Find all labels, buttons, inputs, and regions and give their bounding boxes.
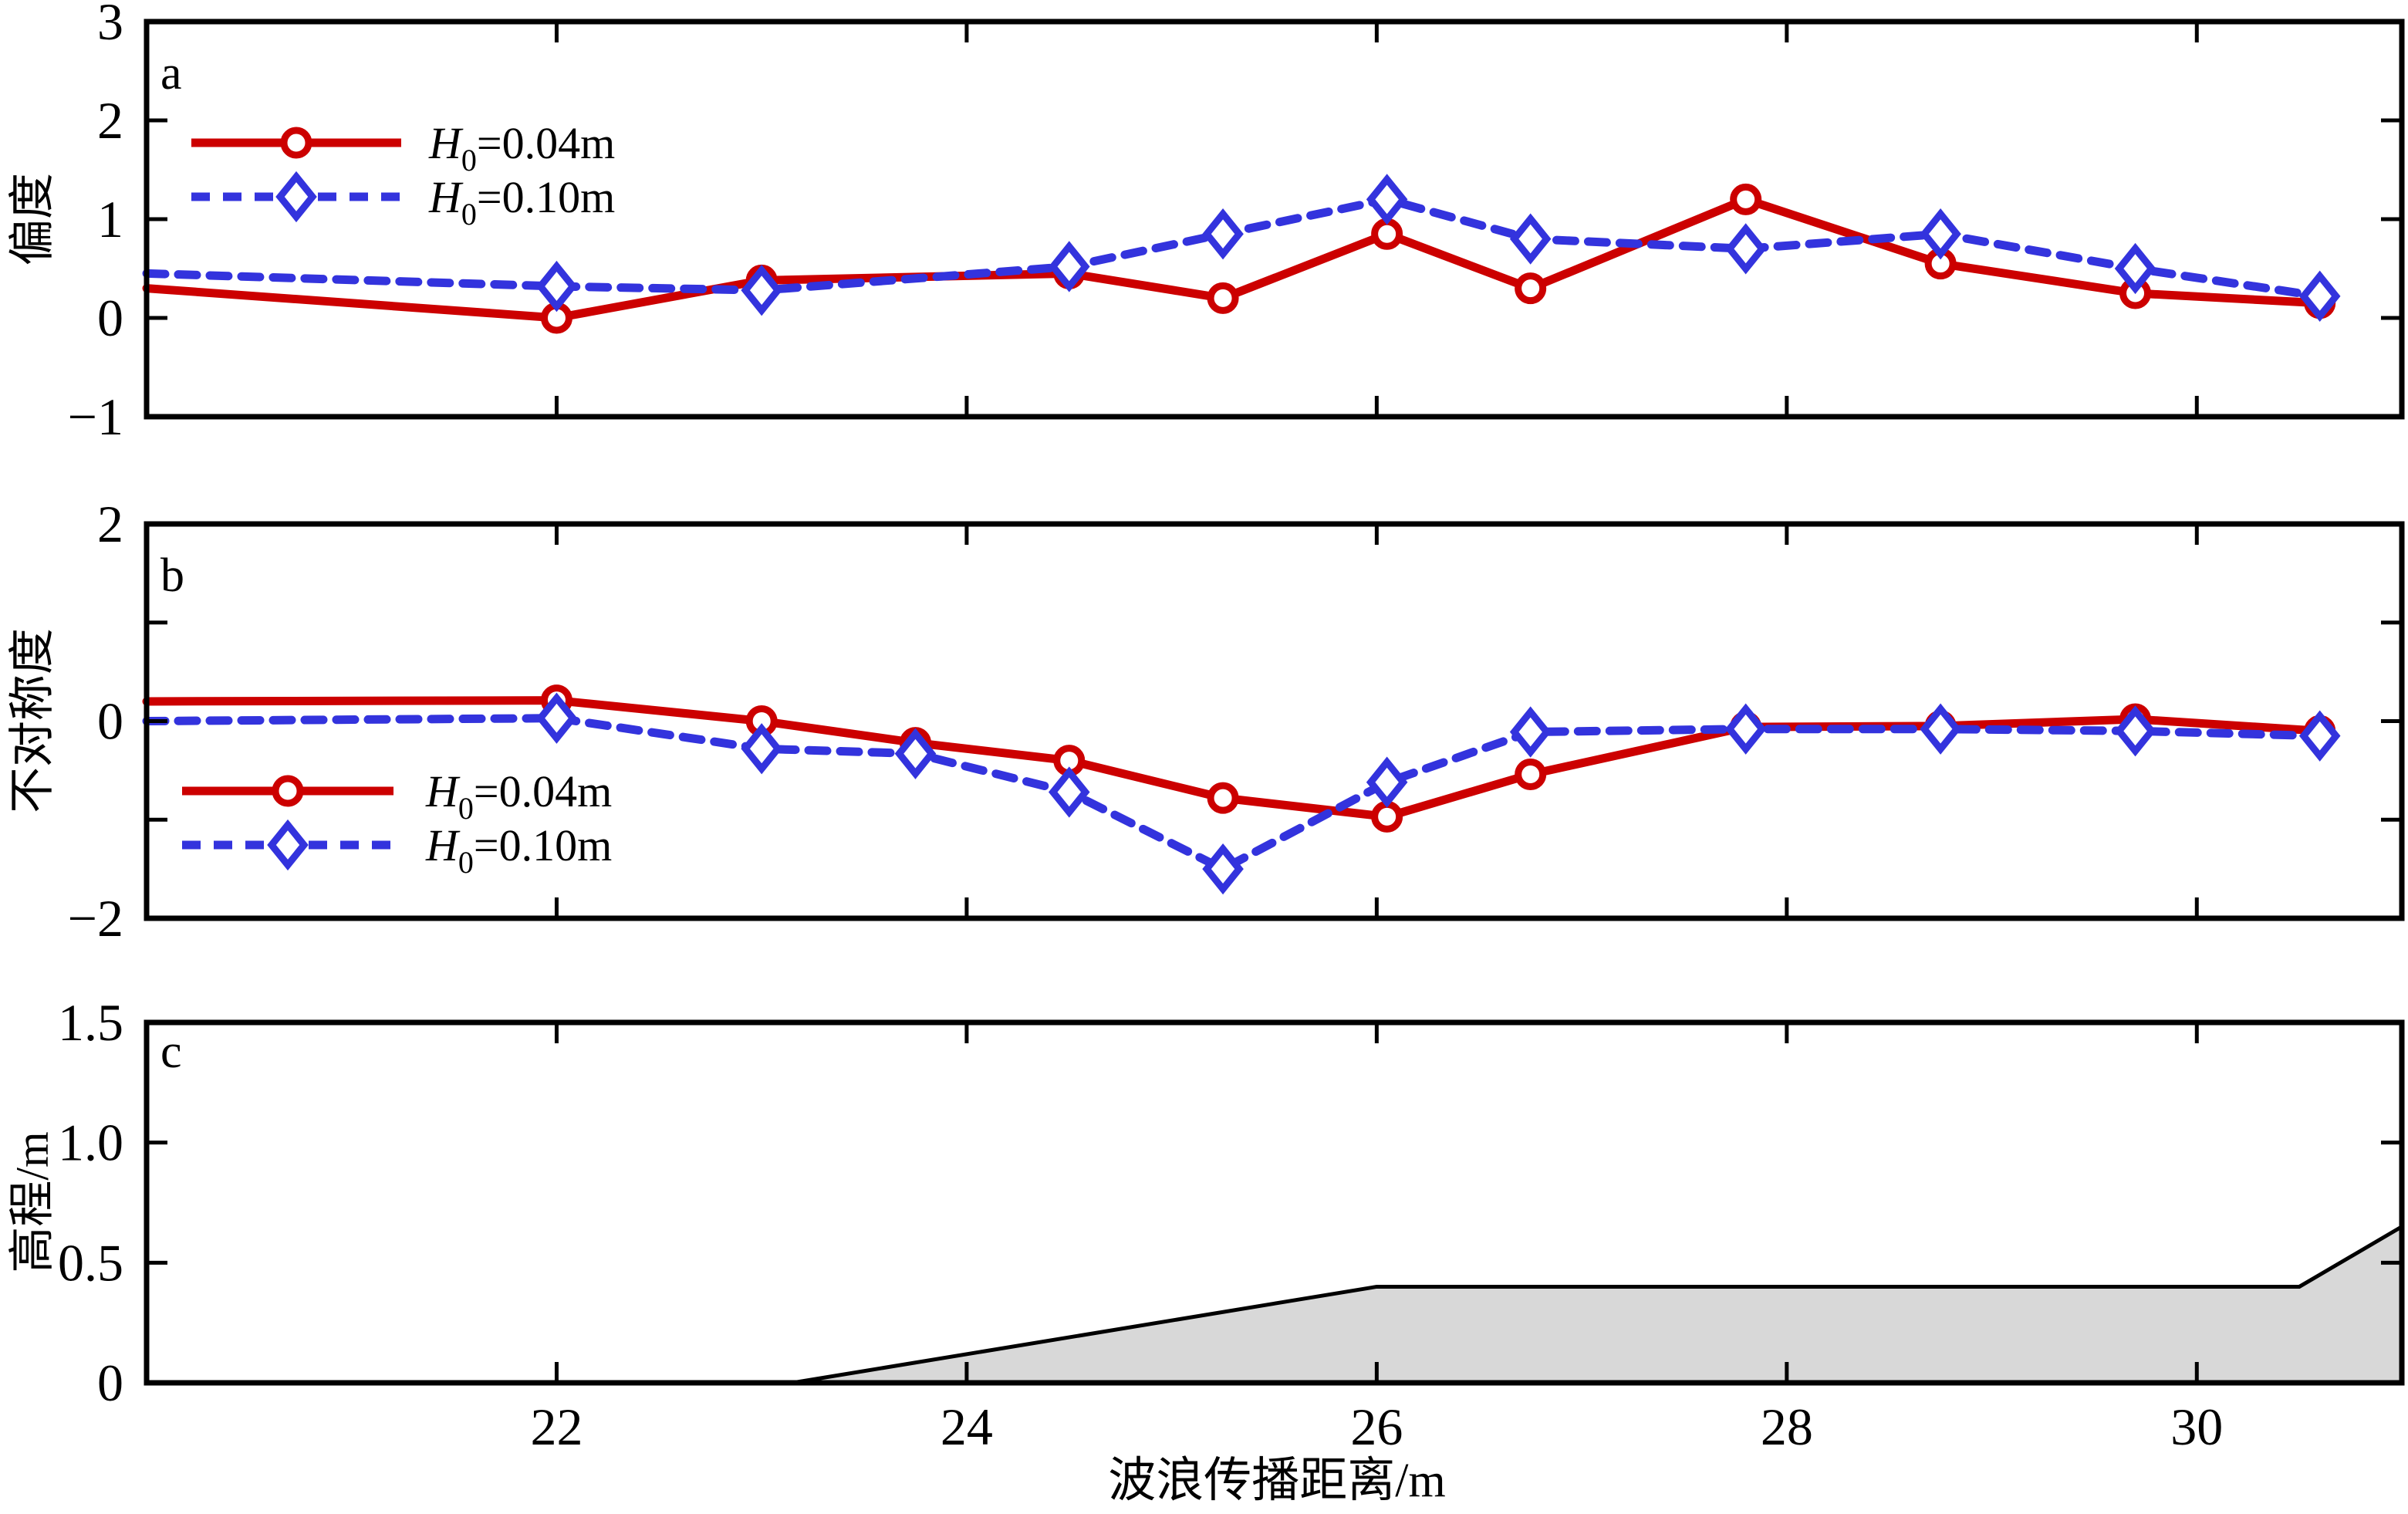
- y-tick-label: 1.5: [58, 993, 123, 1052]
- series-h010-marker: [535, 692, 578, 744]
- legend-marker-sample: [280, 127, 312, 159]
- series-h004-marker: [1371, 218, 1403, 250]
- series-h004-marker: [1371, 800, 1403, 833]
- series-h004-marker: [1515, 758, 1547, 790]
- y-tick-label: 0: [97, 1353, 123, 1412]
- series-h010-marker: [2114, 242, 2156, 295]
- y-tick-label: 0: [97, 692, 123, 751]
- legend-marker-sample: [272, 775, 304, 807]
- y-tick-label: 2: [97, 495, 123, 553]
- series-h004-marker: [1730, 183, 1762, 215]
- series-h010-line: [142, 714, 2325, 874]
- series-h004-marker: [1207, 282, 1239, 314]
- y-tick-label: 3: [97, 0, 123, 51]
- series-h010-marker: [741, 264, 782, 316]
- series-h004-marker: [1207, 782, 1239, 814]
- x-tick-label: 22: [530, 1397, 583, 1456]
- x-tick-label: 26: [1350, 1397, 1403, 1456]
- y-tick-label: −2: [68, 889, 123, 948]
- y-axis-label-skewness: 偏度: [7, 173, 58, 265]
- series-h010-marker: [1202, 843, 1244, 895]
- series-h010-marker: [2298, 710, 2341, 762]
- legend-label: H0=0.10m: [428, 172, 615, 231]
- y-tick-label: 0.5: [58, 1233, 123, 1292]
- panel-c-letter: c: [160, 1026, 182, 1078]
- series-h004-line: [142, 696, 2325, 821]
- series-h010-marker: [2114, 705, 2156, 757]
- x-tick-label: 24: [941, 1397, 993, 1456]
- series-h010-marker: [1920, 703, 1961, 755]
- series-h010-marker: [1048, 766, 1090, 818]
- series-h010-marker: [1366, 174, 1408, 225]
- series-h010-marker: [1724, 703, 1767, 755]
- y-tick-label: 1.0: [58, 1114, 123, 1172]
- series-h004-marker: [1515, 272, 1547, 305]
- y-axis-label-elevation: 高程/m: [7, 1131, 58, 1273]
- y-tick-label: 0: [97, 289, 123, 347]
- panel-c-frame: [144, 1019, 2405, 1386]
- x-tick-label: 28: [1761, 1397, 1813, 1456]
- series-h010-marker: [1509, 213, 1552, 265]
- legend-marker-sample: [275, 171, 317, 223]
- legend-label: H0=0.10m: [425, 820, 612, 880]
- y-tick-label: 1: [97, 190, 123, 248]
- panel-a-letter: a: [160, 47, 182, 100]
- panel-b-frame: [144, 521, 2405, 921]
- series-h010-marker: [1509, 706, 1552, 758]
- legend-label: H0=0.04m: [428, 118, 615, 177]
- series-h010-marker: [1202, 208, 1244, 260]
- x-axis-label: 波浪传播距离/m: [1108, 1455, 1446, 1507]
- series-h010-marker: [1920, 208, 1961, 260]
- series-h010-marker: [2298, 270, 2341, 323]
- series-h010-marker: [1724, 223, 1767, 275]
- y-axis-label-asymmetry: 不对称度: [7, 628, 58, 813]
- panel-b-letter: b: [160, 549, 184, 602]
- x-tick-label: 30: [2170, 1397, 2223, 1456]
- panel-a-frame: [144, 19, 2405, 420]
- series-h010-marker: [1366, 756, 1408, 808]
- legend-label: H0=0.04m: [425, 766, 612, 826]
- series-h010-marker: [741, 723, 782, 775]
- series-h010-marker: [1048, 241, 1090, 292]
- series-h010-marker: [535, 260, 578, 313]
- legend-marker-sample: [267, 819, 309, 871]
- y-tick-label: −1: [68, 387, 123, 446]
- panel-c: 22 24 26 28 30 0 0.5 1.0 1.5: [58, 993, 2405, 1456]
- y-tick-label: 2: [97, 91, 123, 150]
- series-h010-marker: [894, 728, 937, 779]
